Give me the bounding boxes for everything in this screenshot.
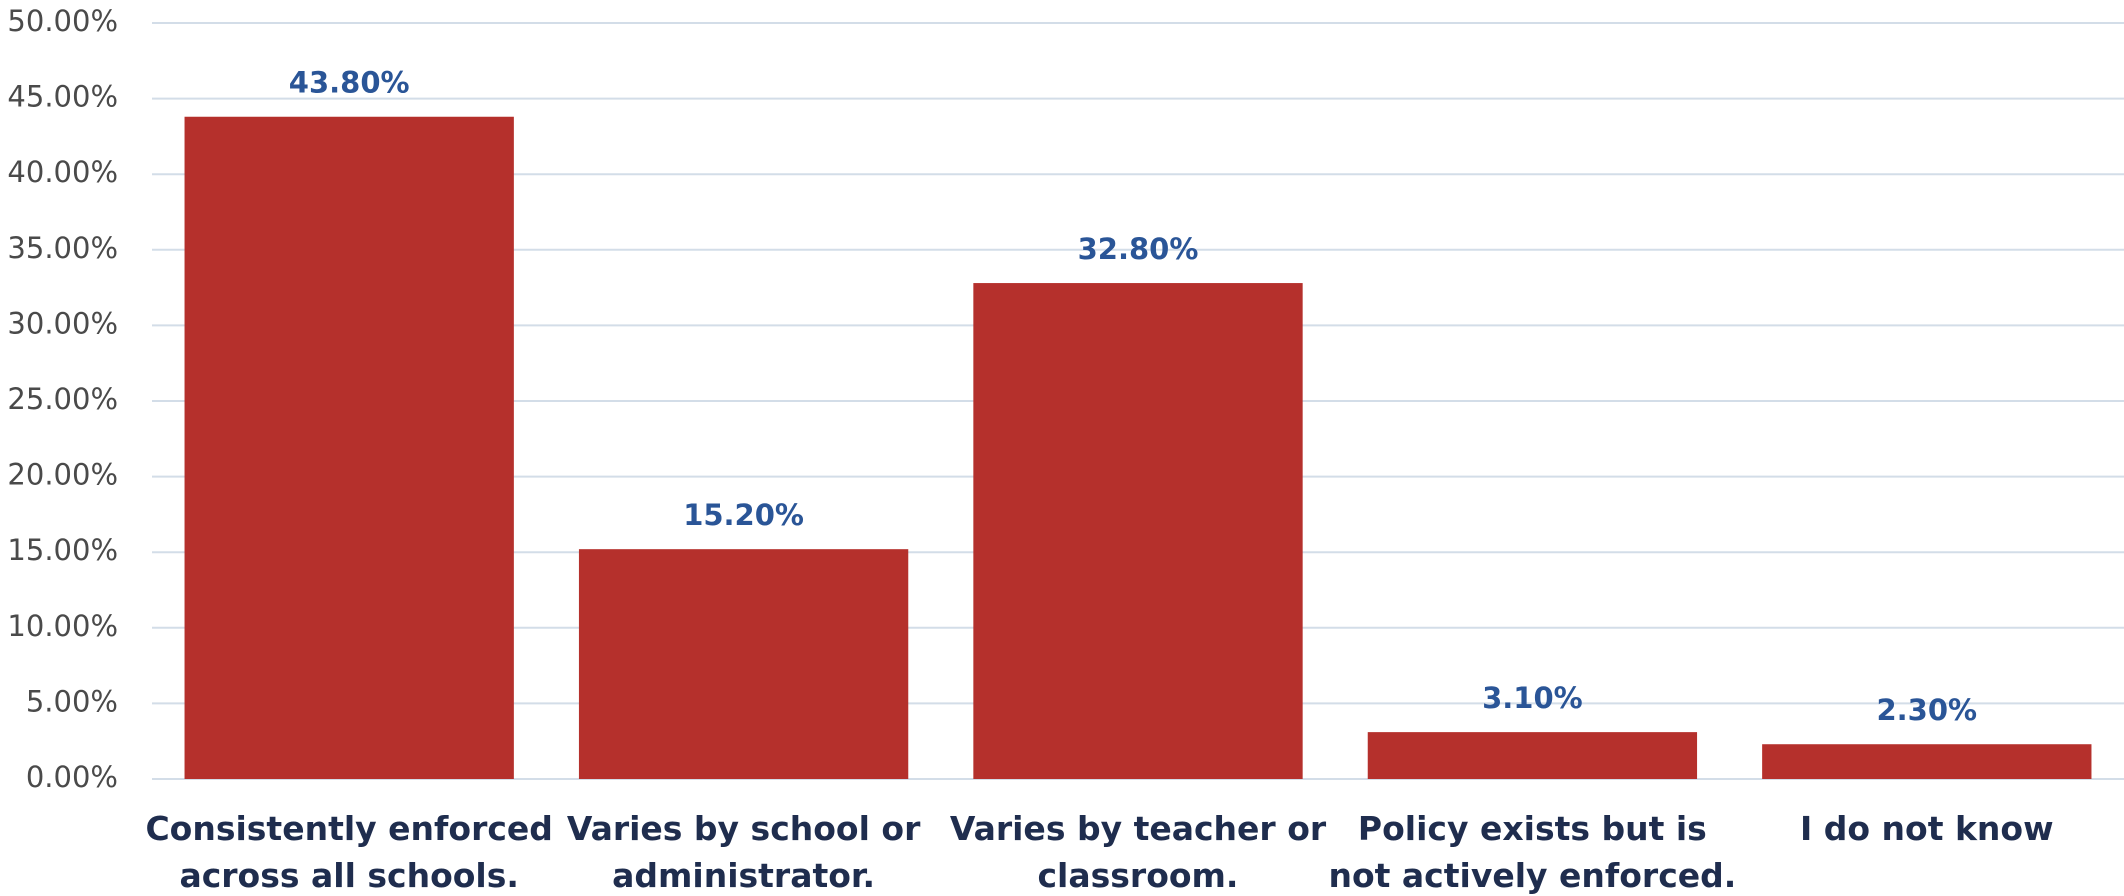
value-label: 32.80%	[1078, 232, 1199, 266]
y-tick-label: 40.00%	[7, 155, 118, 189]
y-tick-label: 10.00%	[7, 609, 118, 643]
y-tick-label: 35.00%	[7, 231, 118, 265]
bar	[1762, 744, 2092, 779]
y-tick-label: 5.00%	[26, 684, 118, 718]
x-tick-label: I do not know	[1800, 809, 2054, 848]
y-tick-label: 50.00%	[7, 4, 118, 38]
x-tick-label: Policy exists but is not actively enforc…	[1328, 809, 1737, 895]
x-tick-label: Consistently enforced across all schools…	[145, 809, 553, 895]
value-label: 15.20%	[683, 498, 804, 532]
value-label: 43.80%	[289, 66, 410, 100]
y-tick-label: 15.00%	[7, 533, 118, 567]
bar	[973, 283, 1303, 779]
bar	[1367, 732, 1698, 779]
y-tick-label: 20.00%	[7, 458, 118, 492]
y-tick-label: 45.00%	[7, 80, 118, 114]
bar	[578, 549, 909, 779]
y-tick-label: 0.00%	[26, 760, 118, 794]
y-tick-label: 25.00%	[7, 382, 118, 416]
bar	[184, 116, 514, 779]
x-tick-label: Varies by school or administrator.	[566, 809, 921, 895]
value-label: 3.10%	[1482, 681, 1583, 715]
y-tick-label: 30.00%	[7, 306, 118, 340]
value-label: 2.30%	[1876, 693, 1977, 727]
x-tick-label: Varies by teacher or classroom.	[949, 809, 1327, 895]
